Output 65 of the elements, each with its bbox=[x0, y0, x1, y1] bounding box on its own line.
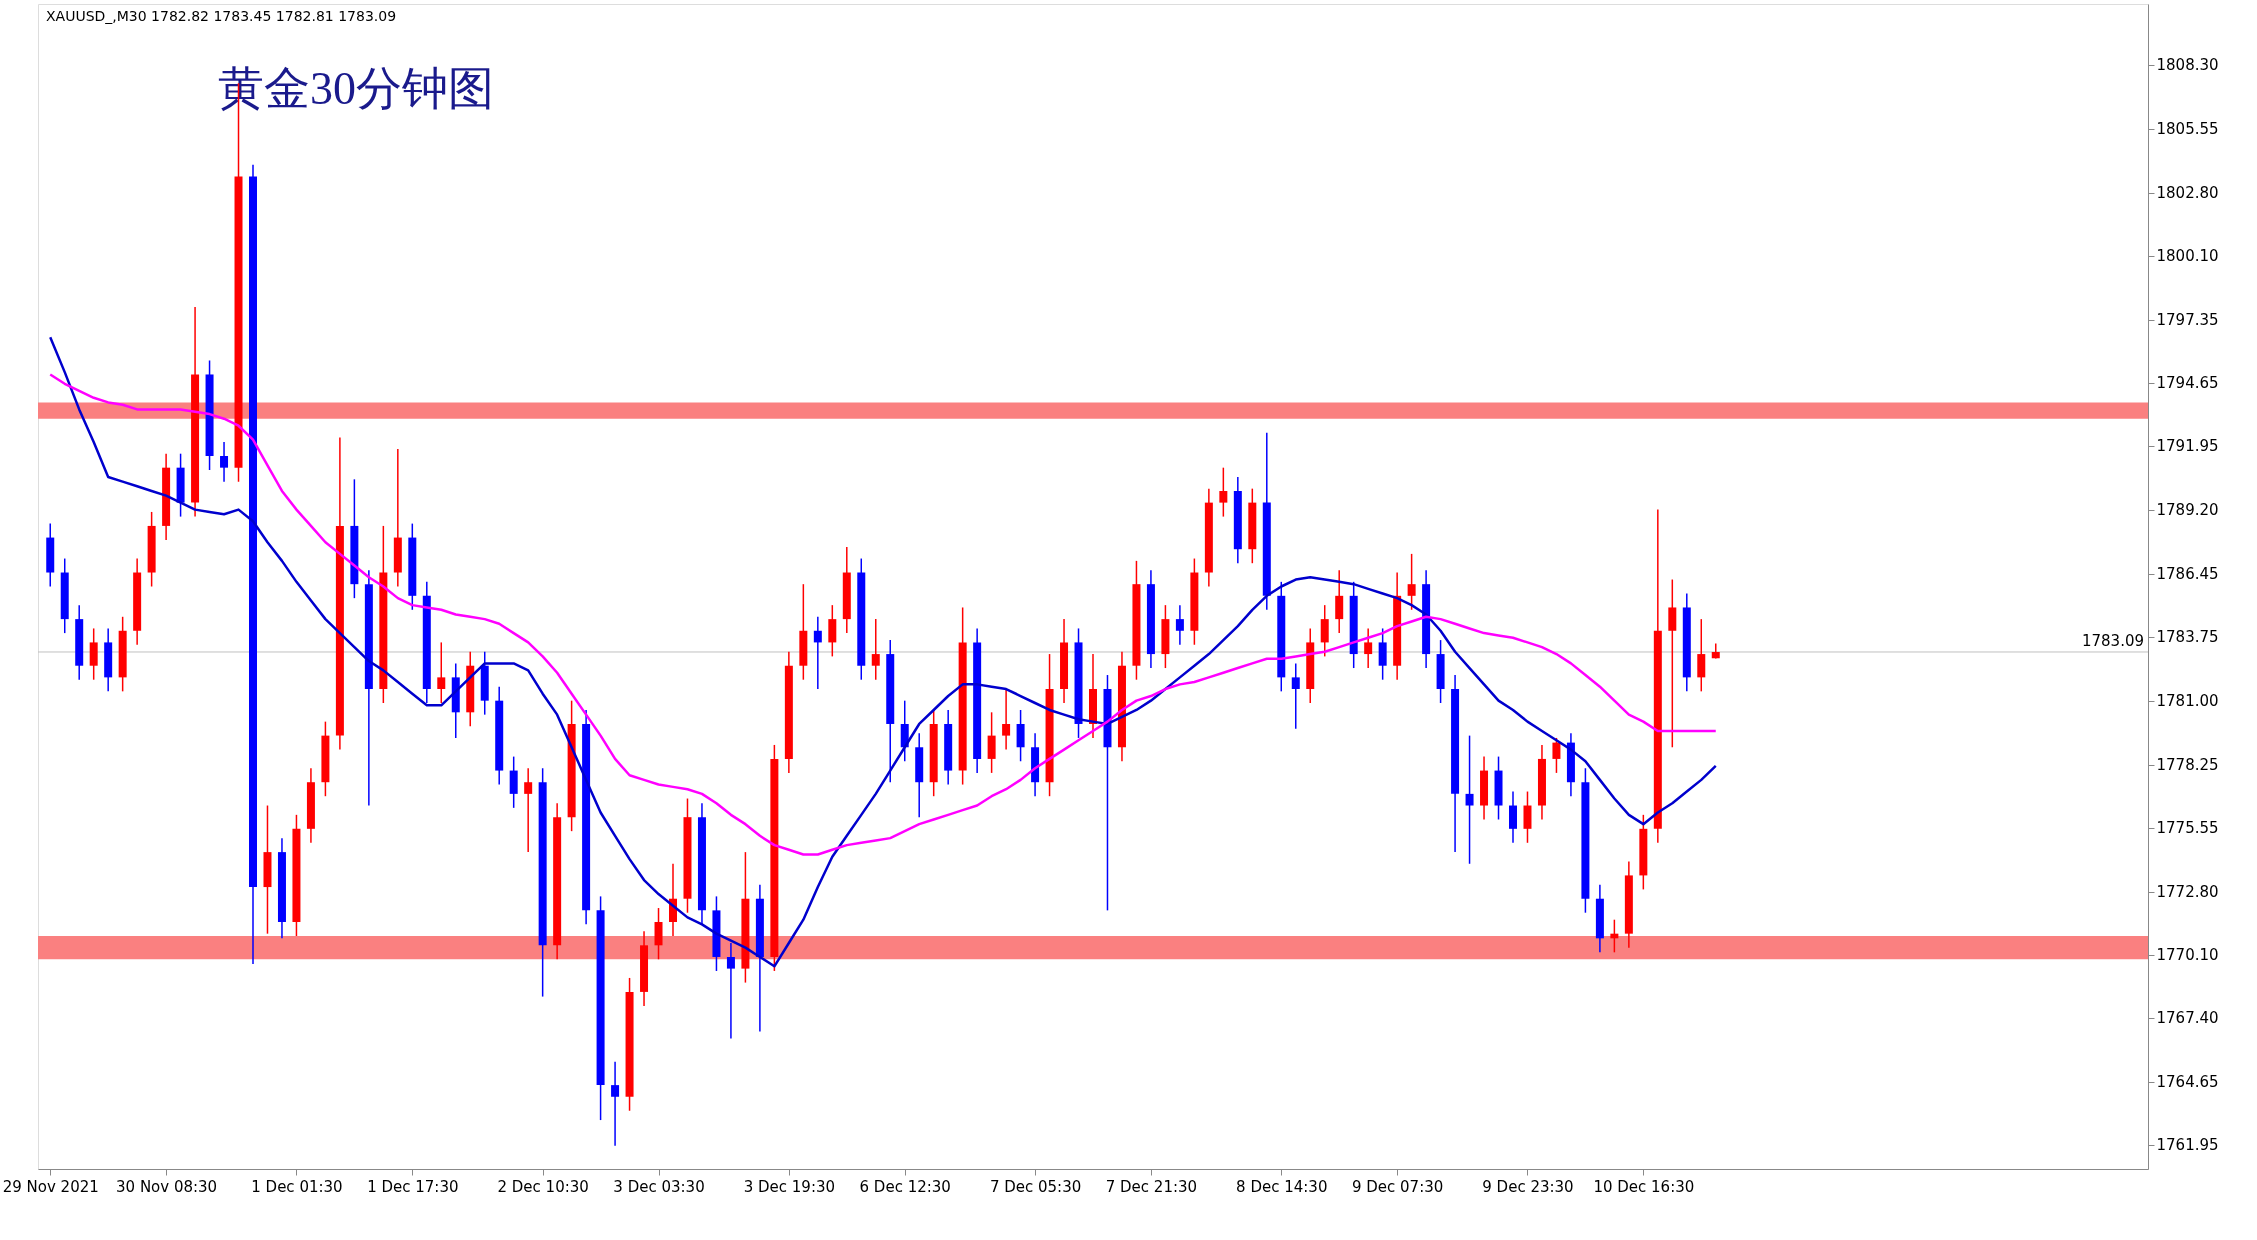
line-series bbox=[48, 373, 1718, 856]
candlestick bbox=[1697, 618, 1706, 693]
candlestick bbox=[1291, 662, 1300, 730]
x-tick-label: 7 Dec 05:30 bbox=[989, 1177, 1082, 1196]
line-series bbox=[48, 335, 1718, 968]
candlestick bbox=[987, 711, 996, 774]
text: 黄金30分钟图 bbox=[218, 63, 494, 114]
y-tick-label: 1783.75 bbox=[2156, 628, 2219, 647]
candlestick bbox=[1219, 466, 1228, 518]
x-tick-label: 6 Dec 12:30 bbox=[859, 1177, 951, 1196]
candlestick bbox=[1335, 569, 1344, 634]
x-tick-label: 29 Nov 2021 bbox=[2, 1177, 99, 1196]
y-tick-label: 1794.65 bbox=[2156, 374, 2219, 393]
candlestick bbox=[654, 907, 663, 961]
candlestick bbox=[1175, 604, 1184, 646]
candlestick bbox=[1509, 790, 1517, 844]
y-tick-label: 1775.55 bbox=[2156, 819, 2219, 838]
y-tick-label: 1764.65 bbox=[2156, 1073, 2219, 1092]
y-tick-label: 1805.55 bbox=[2156, 120, 2219, 139]
y-tick-label: 1802.80 bbox=[2156, 184, 2219, 203]
annotation: XAUUSD_,M30 1782.82 1783.45 1782.81 1783.09 bbox=[46, 8, 397, 24]
candlestick bbox=[1002, 688, 1011, 751]
y-tick-label: 1770.10 bbox=[2156, 946, 2219, 965]
y-tick-label: 1781.00 bbox=[2156, 692, 2219, 711]
y-tick-label: 1791.95 bbox=[2156, 437, 2219, 456]
y-tick-label: 1797.35 bbox=[2156, 311, 2219, 330]
candlestick bbox=[871, 618, 880, 681]
x-tick-label: 9 Dec 07:30 bbox=[1351, 1177, 1444, 1196]
x-tick-label: 3 Dec 19:30 bbox=[743, 1177, 836, 1196]
candlestick bbox=[1668, 578, 1677, 749]
y-tick-label: 1778.25 bbox=[2156, 756, 2219, 775]
x-tick-label: 1 Dec 17:30 bbox=[367, 1177, 459, 1196]
candlestick bbox=[1552, 737, 1561, 774]
candlestick bbox=[1523, 790, 1532, 844]
candlestick bbox=[611, 1061, 620, 1147]
candlestick bbox=[726, 942, 735, 1040]
candlestick bbox=[1364, 627, 1373, 669]
x-tick-label: 3 Dec 03:30 bbox=[613, 1177, 705, 1196]
candlestick bbox=[437, 641, 446, 704]
y-tick-label: 1767.40 bbox=[2156, 1009, 2219, 1028]
candlestick bbox=[89, 627, 98, 681]
y-tick-label: 1800.10 bbox=[2156, 247, 2219, 266]
candlestick bbox=[1320, 604, 1329, 658]
y-tick-label: 1772.80 bbox=[2156, 883, 2219, 902]
candlestick bbox=[1016, 709, 1025, 762]
candlestick bbox=[828, 604, 837, 658]
candlestick bbox=[813, 616, 822, 690]
y-tick-label: 1789.20 bbox=[2156, 501, 2219, 520]
candlestick bbox=[509, 755, 518, 809]
candlestick bbox=[1407, 553, 1416, 611]
x-tick-label: 2 Dec 10:30 bbox=[497, 1177, 589, 1196]
x-tick-label: 10 Dec 16:30 bbox=[1593, 1177, 1695, 1196]
candlestick bbox=[1465, 734, 1474, 865]
y-tick-label: 1808.30 bbox=[2156, 56, 2219, 75]
candlestick bbox=[220, 441, 229, 483]
x-tick-label: 30 Nov 08:30 bbox=[116, 1177, 218, 1196]
x-tick-label: 7 Dec 21:30 bbox=[1105, 1177, 1198, 1196]
y-tick-label: 1761.95 bbox=[2156, 1136, 2219, 1155]
ref-line-label: 1783.09 bbox=[2081, 631, 2144, 650]
x-tick-label: 8 Dec 14:30 bbox=[1236, 1177, 1328, 1196]
candlestick bbox=[1378, 627, 1387, 681]
candlestick bbox=[524, 767, 533, 853]
x-tick-label: 9 Dec 23:30 bbox=[1482, 1177, 1574, 1196]
x-tick-label: 1 Dec 01:30 bbox=[251, 1177, 343, 1196]
y-tick-label: 1786.45 bbox=[2156, 565, 2219, 584]
